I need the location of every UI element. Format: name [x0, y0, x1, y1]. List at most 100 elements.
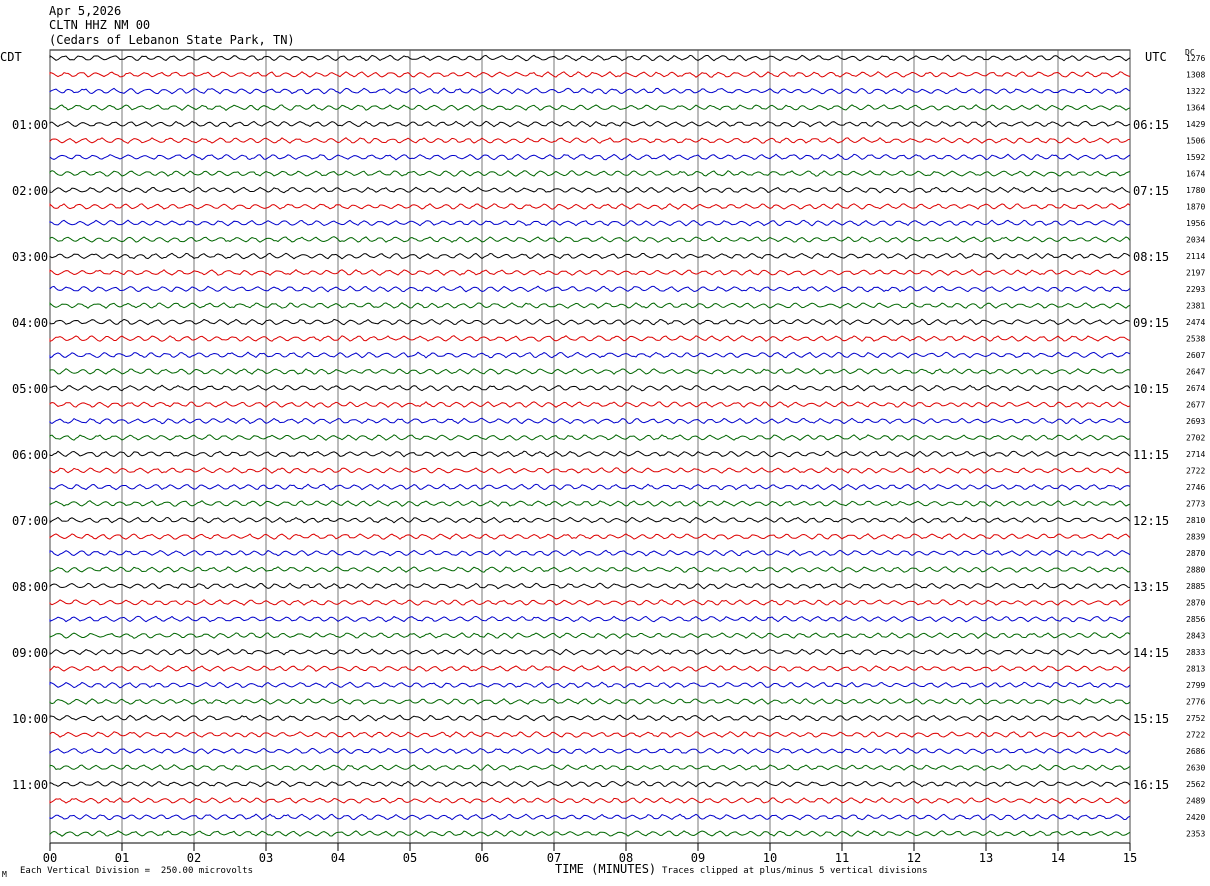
dc-offset-label: 2722 [1186, 731, 1205, 740]
dc-offset-label: 2839 [1186, 533, 1205, 542]
plot-frame [49, 49, 1131, 844]
dc-offset-label: 2693 [1186, 417, 1205, 426]
seismic-trace [49, 401, 1131, 408]
dc-offset-label: 2293 [1186, 285, 1205, 294]
seismic-trace [49, 87, 1131, 95]
dc-offset-label: 2607 [1186, 351, 1205, 360]
dc-column-label: DC [1185, 48, 1195, 57]
seismic-trace [49, 417, 1131, 425]
dc-offset-label: 2714 [1186, 450, 1205, 459]
seismic-trace [49, 71, 1131, 78]
dc-offset-label: 2722 [1186, 467, 1205, 476]
x-tick-label: 05 [403, 851, 417, 865]
right-hour-label: 08:15 [1133, 250, 1169, 264]
x-tick-label: 10 [763, 851, 777, 865]
seismic-trace [49, 104, 1131, 111]
left-hour-label: 01:00 [12, 118, 48, 132]
x-tick-label: 00 [43, 851, 57, 865]
dc-offset-label: 2776 [1186, 698, 1205, 707]
left-hour-label: 04:00 [12, 316, 48, 330]
right-hour-label: 15:15 [1133, 712, 1169, 726]
x-tick-label: 04 [331, 851, 345, 865]
seismic-trace [49, 219, 1131, 227]
dc-offset-label: 1429 [1186, 120, 1205, 129]
left-hour-label: 05:00 [12, 382, 48, 396]
dc-offset-label: 2114 [1186, 252, 1205, 261]
dc-offset-label: 2813 [1186, 665, 1205, 674]
dc-offset-label: 2752 [1186, 714, 1205, 723]
seismic-trace [49, 566, 1131, 573]
dc-offset-label: 2880 [1186, 566, 1205, 575]
seismic-trace [49, 351, 1131, 359]
corner-mark: M [2, 870, 7, 879]
seismic-trace [49, 731, 1131, 738]
x-tick-label: 15 [1123, 851, 1137, 865]
dc-offset-label: 2702 [1186, 434, 1205, 443]
right-hour-label: 11:15 [1133, 448, 1169, 462]
dc-offset-label: 2810 [1186, 516, 1205, 525]
seismic-trace [49, 516, 1131, 524]
plot-date: Apr 5,2026 [49, 4, 122, 18]
seismic-trace [49, 615, 1131, 623]
dc-offset-label: 1308 [1186, 71, 1205, 80]
dc-offset-label: 2856 [1186, 615, 1205, 624]
seismic-trace [49, 632, 1131, 639]
right-hour-label: 16:15 [1133, 778, 1169, 792]
x-tick-label: 03 [259, 851, 273, 865]
seismic-trace [49, 368, 1131, 375]
dc-offset-label: 2474 [1186, 318, 1205, 327]
x-tick-label: 02 [187, 851, 201, 865]
dc-offset-label: 2197 [1186, 269, 1205, 278]
right-hour-label: 14:15 [1133, 646, 1169, 660]
right-hour-label: 06:15 [1133, 118, 1169, 132]
seismic-trace [49, 153, 1131, 161]
seismic-trace [49, 698, 1131, 705]
left-hour-label: 08:00 [12, 580, 48, 594]
dc-offset-label: 2870 [1186, 549, 1205, 558]
dc-offset-label: 1674 [1186, 170, 1205, 179]
station-code: CLTN HHZ NM 00 [49, 18, 151, 32]
dc-offset-label: 2773 [1186, 500, 1205, 509]
left-hour-label: 11:00 [12, 778, 48, 792]
seismic-trace [49, 780, 1131, 788]
dc-offset-label: 2562 [1186, 780, 1205, 789]
x-tick-label: 11 [835, 851, 849, 865]
right-hour-label: 13:15 [1133, 580, 1169, 594]
seismic-trace [49, 54, 1131, 62]
x-tick-label: 12 [907, 851, 921, 865]
x-tick-label: 14 [1051, 851, 1065, 865]
x-axis-label: TIME (MINUTES) [555, 862, 657, 876]
clip-note: Traces clipped at plus/minus 5 vertical … [662, 866, 928, 876]
right-hour-label: 12:15 [1133, 514, 1169, 528]
seismic-trace [49, 813, 1131, 821]
seismic-trace [49, 434, 1131, 441]
dc-offset-label: 2353 [1186, 830, 1205, 839]
x-tick-label: 01 [115, 851, 129, 865]
dc-offset-label: 2870 [1186, 599, 1205, 608]
seismic-trace [49, 252, 1131, 260]
dc-offset-label: 1956 [1186, 219, 1205, 228]
dc-offset-label: 2677 [1186, 401, 1205, 410]
left-hour-label: 07:00 [12, 514, 48, 528]
left-hour-label: 03:00 [12, 250, 48, 264]
seismic-trace [49, 302, 1131, 309]
x-tick-label: 06 [475, 851, 489, 865]
dc-offset-label: 1322 [1186, 87, 1205, 96]
seismic-trace [49, 665, 1131, 672]
seismic-trace [49, 236, 1131, 243]
dc-offset-label: 2885 [1186, 582, 1205, 591]
dc-offset-label: 2381 [1186, 302, 1205, 311]
seismic-trace [49, 170, 1131, 177]
dc-offset-label: 1276 [1186, 54, 1205, 63]
seismic-trace [49, 318, 1131, 326]
x-tick-label: 07 [547, 851, 561, 865]
seismic-trace [49, 384, 1131, 392]
seismic-trace [49, 599, 1131, 606]
seismic-trace [49, 797, 1131, 804]
seismic-trace [49, 582, 1131, 590]
seismic-trace [49, 186, 1131, 194]
seismic-trace [49, 714, 1131, 722]
dc-offset-label: 2489 [1186, 797, 1205, 806]
left-hour-label: 10:00 [12, 712, 48, 726]
